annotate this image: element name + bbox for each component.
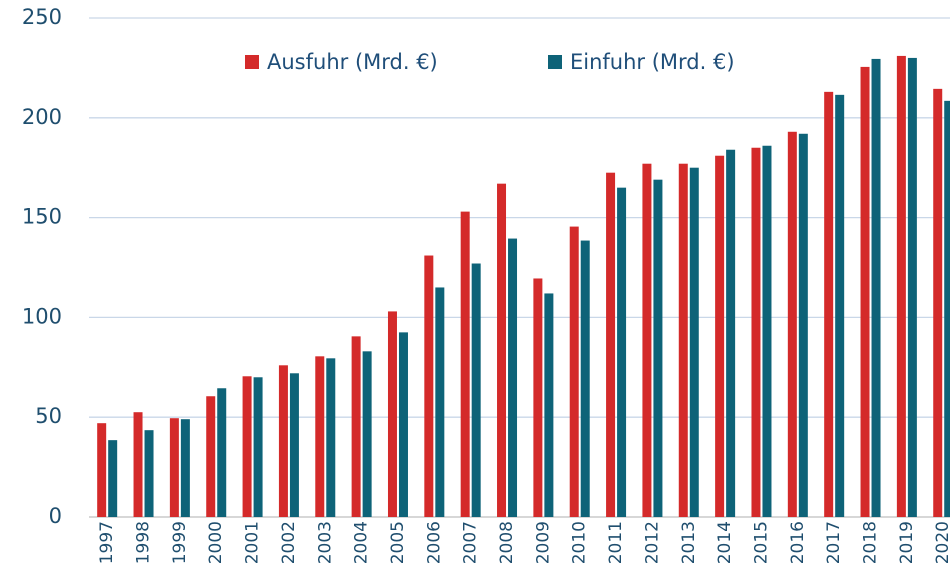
bar <box>569 226 579 517</box>
bar <box>944 100 950 518</box>
bar <box>617 187 627 517</box>
bar <box>860 66 870 517</box>
legend-swatch <box>245 55 259 69</box>
bar <box>144 430 154 517</box>
bar <box>580 240 590 517</box>
x-tick-label: 2012 <box>642 521 662 564</box>
y-tick-label: 200 <box>22 105 62 129</box>
bar <box>351 336 361 517</box>
bar <box>180 419 190 517</box>
x-tick-label: 1997 <box>97 521 117 564</box>
x-tick-label: 2019 <box>897 521 917 564</box>
bar <box>933 88 943 517</box>
bar <box>533 278 543 517</box>
y-tick-label: 250 <box>22 5 62 29</box>
x-tick-label: 2018 <box>861 521 881 564</box>
y-tick-label: 150 <box>22 205 62 229</box>
bar <box>497 183 507 517</box>
bar <box>398 332 408 517</box>
x-tick-label: 2020 <box>933 521 950 564</box>
bar <box>206 396 216 517</box>
bar <box>544 293 554 517</box>
x-tick-label: 2007 <box>461 521 481 564</box>
bar <box>871 58 881 517</box>
bar <box>798 133 808 517</box>
legend-swatch <box>548 55 562 69</box>
bar <box>835 94 845 517</box>
bar <box>133 412 143 517</box>
x-tick-label: 2006 <box>424 521 444 564</box>
bar <box>726 149 736 517</box>
x-tick-label: 2004 <box>352 521 372 564</box>
x-tick-label: 2014 <box>715 521 735 564</box>
x-tick-label: 2000 <box>206 521 226 564</box>
y-tick-label: 100 <box>22 304 62 328</box>
bar <box>242 376 252 517</box>
bar <box>278 365 288 517</box>
bar <box>787 131 797 517</box>
x-tick-label: 2015 <box>751 521 771 564</box>
x-tick-label: 2013 <box>679 521 699 564</box>
x-tick-label: 2016 <box>788 521 808 564</box>
bar <box>907 57 917 518</box>
x-tick-label: 2011 <box>606 521 626 564</box>
bar <box>762 145 772 517</box>
bar <box>424 255 434 518</box>
bar <box>326 358 336 517</box>
bar <box>315 356 325 517</box>
legend-label: Ausfuhr (Mrd. €) <box>267 50 438 74</box>
bar <box>689 167 699 517</box>
bar <box>460 211 470 517</box>
bar <box>217 388 227 517</box>
x-tick-label: 2001 <box>243 521 263 564</box>
bar <box>169 418 179 517</box>
x-tick-label: 2008 <box>497 521 517 564</box>
x-tick-label: 1999 <box>170 521 190 564</box>
bar <box>606 172 616 517</box>
bar <box>896 55 906 517</box>
legend-label: Einfuhr (Mrd. €) <box>570 50 735 74</box>
bar <box>653 179 663 517</box>
bar <box>471 263 481 517</box>
x-tick-label: 2002 <box>279 521 299 564</box>
bar <box>435 287 445 517</box>
bar <box>108 440 118 517</box>
bar <box>289 373 299 517</box>
bar <box>642 163 652 517</box>
bar <box>362 351 372 517</box>
y-tick-label: 0 <box>49 504 62 528</box>
bar <box>715 155 725 517</box>
x-tick-label: 1998 <box>134 521 154 564</box>
bar <box>253 377 263 517</box>
bar <box>508 238 518 518</box>
bar <box>751 147 761 518</box>
bar <box>824 91 834 518</box>
bar <box>678 163 688 517</box>
y-tick-label: 50 <box>35 404 62 428</box>
x-tick-label: 2010 <box>570 521 590 564</box>
x-tick-label: 2005 <box>388 521 408 564</box>
bar <box>97 423 107 517</box>
x-tick-label: 2017 <box>824 521 844 564</box>
x-tick-label: 2003 <box>315 521 335 564</box>
x-tick-label: 2009 <box>533 521 553 564</box>
bar <box>387 311 397 517</box>
